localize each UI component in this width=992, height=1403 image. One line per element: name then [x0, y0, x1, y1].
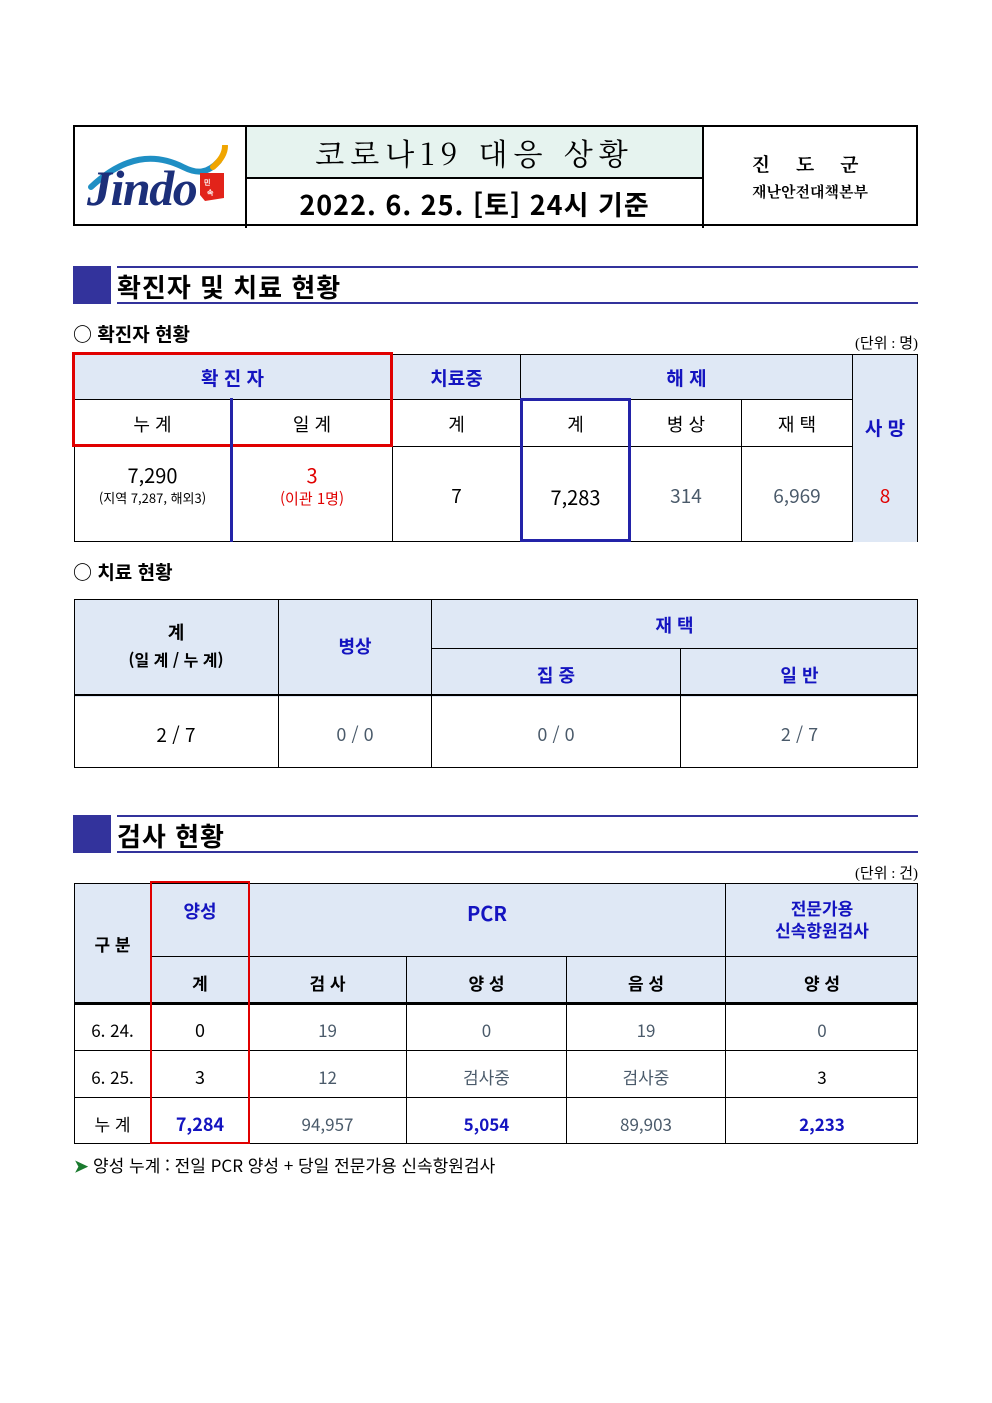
svg-text:속: 속: [207, 188, 214, 197]
svg-text:민: 민: [204, 178, 210, 187]
